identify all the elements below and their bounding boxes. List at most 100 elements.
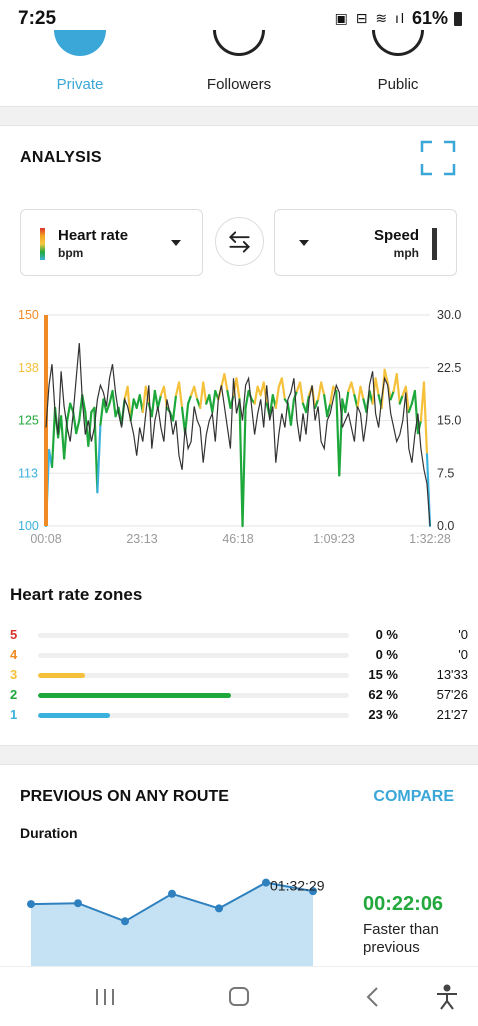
heart-rate-segment bbox=[314, 398, 320, 409]
x-tick-label: 1:09:23 bbox=[313, 532, 355, 546]
compare-button[interactable]: COMPARE bbox=[373, 788, 454, 805]
zone-track bbox=[38, 713, 349, 718]
heart-rate-segment bbox=[404, 385, 410, 414]
heart-rate-segment bbox=[389, 389, 395, 401]
zone-track bbox=[38, 653, 349, 658]
zone-percent: 15 % bbox=[368, 667, 398, 682]
speed-line bbox=[45, 343, 431, 527]
zone-duration: 21'27 bbox=[436, 707, 468, 722]
heart-rate-segment bbox=[407, 402, 413, 414]
zone-number: 3 bbox=[10, 667, 18, 682]
zone-number: 4 bbox=[10, 647, 18, 662]
heart-rate-segment bbox=[280, 377, 286, 401]
heart-rate-segment bbox=[398, 394, 404, 405]
duration-delta-caption: Faster than previous bbox=[363, 921, 439, 956]
duration-point bbox=[74, 899, 82, 908]
zone-number: 5 bbox=[10, 627, 18, 642]
heart-rate-segment bbox=[223, 372, 229, 393]
duration-delta: 00:22:06 bbox=[363, 893, 444, 915]
privacy-label-public: Public bbox=[377, 76, 419, 93]
heart-rate-segment bbox=[326, 402, 332, 418]
privacy-option-private[interactable]: Private bbox=[0, 30, 160, 93]
heart-rate-segment bbox=[72, 410, 78, 435]
zone-track bbox=[38, 693, 349, 698]
heart-rate-segment bbox=[177, 381, 184, 409]
heart-rate-segment bbox=[383, 368, 389, 384]
expand-icon[interactable] bbox=[420, 140, 456, 176]
y-axis-right: 30.0 22.5 15.0 7.5 0.0 bbox=[437, 308, 461, 533]
zone-row: 1 23 % 21'27 bbox=[0, 705, 478, 725]
zone-number: 2 bbox=[10, 687, 18, 702]
zone-row: 5 0 % '0 bbox=[0, 625, 478, 645]
x-tick-label: 1:32:28 bbox=[409, 532, 451, 546]
home-icon[interactable] bbox=[199, 967, 279, 1026]
privacy-option-followers[interactable]: Followers bbox=[159, 30, 319, 93]
heart-rate-segment bbox=[102, 398, 108, 414]
section-divider bbox=[0, 106, 478, 126]
accessibility-icon[interactable] bbox=[407, 967, 478, 1026]
duration-point bbox=[168, 889, 176, 898]
swap-arrows-icon[interactable] bbox=[215, 217, 264, 266]
heart-rate-segment bbox=[350, 381, 356, 397]
heart-rate-segment bbox=[241, 406, 247, 528]
zone-percent: 62 % bbox=[368, 687, 398, 702]
heart-rate-segment bbox=[75, 419, 81, 435]
privacy-label-followers: Followers bbox=[206, 76, 272, 93]
duration-point bbox=[309, 887, 317, 896]
speed-selector[interactable]: Speed mph bbox=[274, 209, 457, 276]
heart-rate-segment bbox=[171, 394, 178, 422]
y-left-tick-label: 100 bbox=[18, 519, 39, 533]
heart-rate-segment bbox=[253, 385, 259, 405]
heart-rate-segment bbox=[374, 377, 380, 397]
heart-rate-segment bbox=[66, 402, 72, 422]
heart-rate-segment bbox=[187, 394, 193, 405]
zone-track bbox=[38, 673, 349, 678]
heart-rate-segment bbox=[202, 381, 208, 405]
heart-rate-segment bbox=[111, 389, 117, 418]
heart-rate-segment bbox=[156, 394, 162, 409]
heart-rate-segment bbox=[105, 402, 111, 414]
y-right-tick-label: 30.0 bbox=[437, 308, 461, 322]
heart-rate-segment bbox=[422, 381, 429, 456]
zones-title: Heart rate zones bbox=[10, 585, 143, 604]
heart-rate-segment bbox=[323, 394, 329, 418]
previous-duration-chart[interactable]: 01:32:29 bbox=[0, 860, 478, 966]
zone-percent: 0 % bbox=[375, 627, 398, 642]
system-nav-bar bbox=[0, 966, 478, 1025]
privacy-option-public[interactable]: Public bbox=[318, 30, 478, 93]
recent-apps-icon[interactable] bbox=[65, 967, 145, 1026]
speed-path bbox=[45, 343, 431, 527]
duration-point bbox=[27, 900, 35, 909]
y-right-tick-label: 7.5 bbox=[437, 466, 454, 480]
privacy-selector: Private Followers Public bbox=[0, 30, 478, 106]
speed-unit: mph bbox=[393, 246, 419, 260]
heart-rate-segment bbox=[338, 398, 344, 477]
privacy-label-private: Private bbox=[56, 76, 104, 93]
heart-rate-selector[interactable]: Heart rate bpm bbox=[20, 209, 203, 276]
heart-rate-segment bbox=[126, 385, 132, 422]
y-left-tick-label: 113 bbox=[18, 466, 38, 480]
zone-number: 1 bbox=[10, 707, 18, 722]
y-left-tick-label: 150 bbox=[18, 308, 39, 322]
analysis-chart[interactable]: 150 138 125 113 100 30.0 22.5 15.0 7.5 0.0 00:08… bbox=[0, 300, 478, 555]
duration-label: Duration bbox=[20, 825, 78, 841]
duration-point bbox=[121, 917, 129, 926]
duration-point bbox=[262, 878, 270, 887]
zone-fill bbox=[38, 673, 85, 678]
heart-rate-segment bbox=[50, 406, 57, 469]
heart-rate-segment bbox=[193, 385, 199, 401]
back-icon[interactable] bbox=[333, 967, 413, 1026]
y-left-tick-label: 138 bbox=[18, 361, 39, 375]
zone-duration: '0 bbox=[458, 647, 468, 662]
previous-title: PREVIOUS ON ANY ROUTE bbox=[20, 788, 229, 805]
zone-percent: 0 % bbox=[375, 647, 398, 662]
heart-rate-segment bbox=[235, 377, 241, 401]
lock-icon bbox=[54, 30, 106, 56]
heart-rate-segment bbox=[141, 385, 147, 414]
heart-rate-segment bbox=[317, 381, 323, 401]
status-time: 7:25 bbox=[18, 8, 57, 29]
status-icons: ▣ ⊟ ≋ ıl bbox=[334, 10, 406, 26]
battery-percent: 61% bbox=[411, 8, 448, 28]
zone-row: 4 0 % '0 bbox=[0, 645, 478, 665]
heart-rate-segment bbox=[298, 381, 305, 405]
